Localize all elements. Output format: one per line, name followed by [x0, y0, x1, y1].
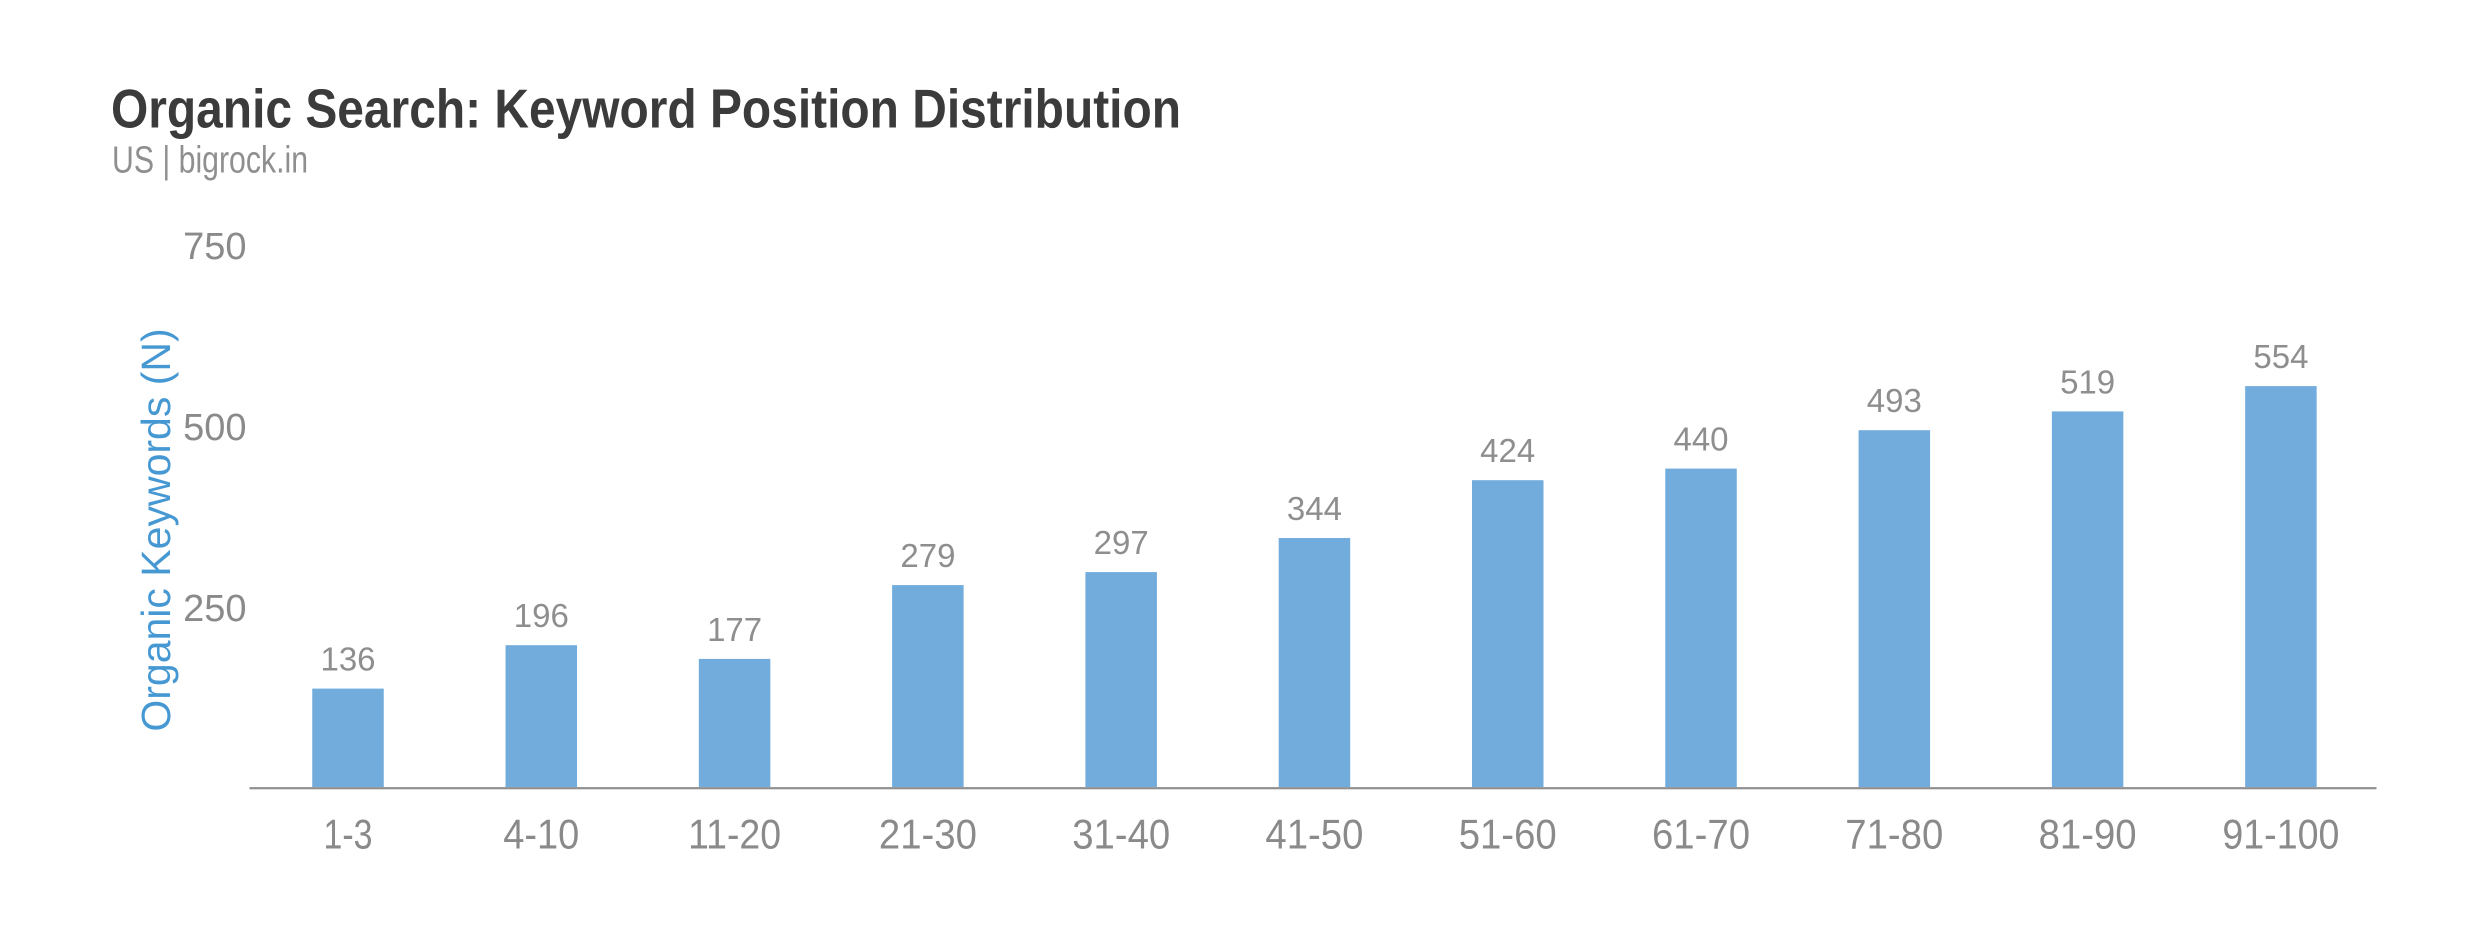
svg-text:519: 519: [2060, 363, 2115, 400]
svg-text:Organic Keywords (N): Organic Keywords (N): [133, 328, 179, 731]
svg-text:91-100: 91-100: [2222, 811, 2339, 858]
svg-text:297: 297: [1094, 524, 1149, 561]
svg-text:750: 750: [183, 226, 246, 268]
svg-text:21-30: 21-30: [879, 811, 977, 858]
svg-text:279: 279: [900, 537, 955, 574]
svg-text:344: 344: [1287, 490, 1342, 527]
svg-text:31-40: 31-40: [1072, 811, 1170, 858]
svg-text:71-80: 71-80: [1845, 811, 1943, 858]
svg-text:250: 250: [183, 588, 246, 630]
svg-text:81-90: 81-90: [2039, 811, 2137, 858]
svg-text:4-10: 4-10: [503, 811, 579, 858]
svg-text:493: 493: [1867, 382, 1922, 419]
svg-text:Organic Search: Keyword Positi: Organic Search: Keyword Position Distrib…: [111, 78, 1181, 140]
svg-text:554: 554: [2253, 338, 2308, 375]
svg-text:440: 440: [1673, 421, 1728, 458]
svg-text:177: 177: [707, 611, 762, 648]
svg-text:US | bigrock.in: US | bigrock.in: [112, 140, 308, 182]
svg-text:500: 500: [183, 407, 246, 449]
svg-text:51-60: 51-60: [1459, 811, 1557, 858]
svg-text:11-20: 11-20: [688, 811, 781, 858]
svg-text:136: 136: [320, 641, 375, 678]
svg-text:424: 424: [1480, 432, 1535, 469]
svg-text:41-50: 41-50: [1265, 811, 1363, 858]
svg-text:61-70: 61-70: [1652, 811, 1750, 858]
svg-text:196: 196: [514, 597, 569, 634]
svg-text:1-3: 1-3: [324, 811, 373, 858]
